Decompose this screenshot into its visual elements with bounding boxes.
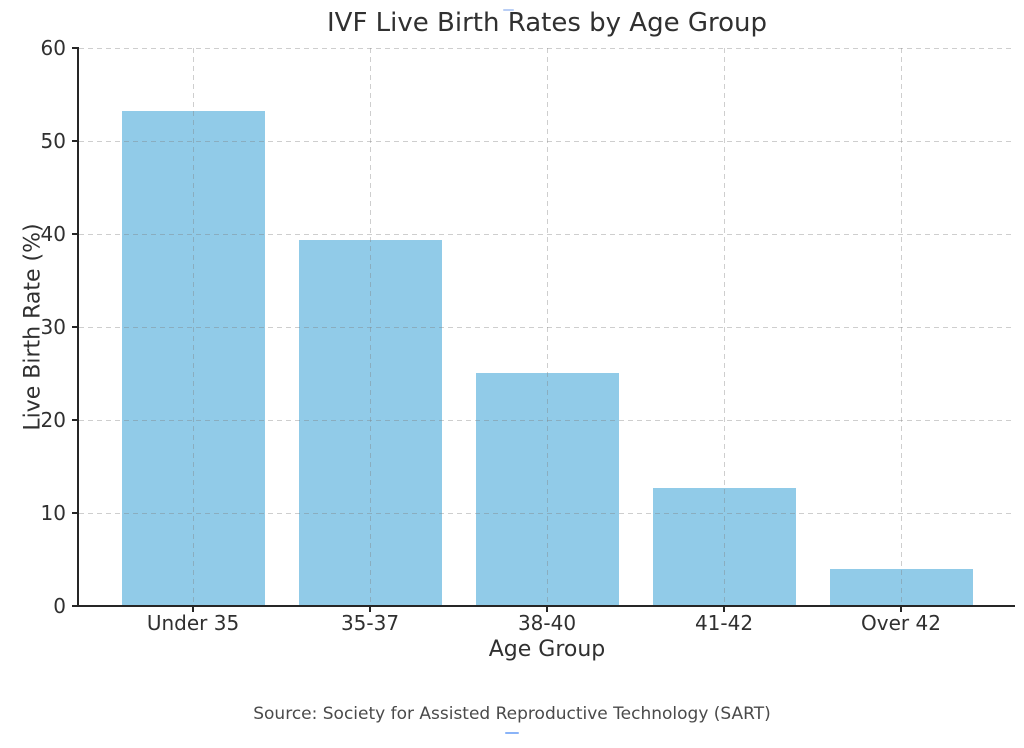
y-tick-label: 10 <box>40 501 66 525</box>
v-gridline <box>369 48 371 606</box>
x-axis-label: Age Group <box>488 637 606 662</box>
x-tick-label: 35-37 <box>340 611 400 635</box>
bar-under-35 <box>121 111 265 606</box>
y-tick <box>72 605 78 607</box>
y-tick <box>72 326 78 328</box>
x-tick-label: Over 42 <box>861 611 941 635</box>
y-tick <box>72 419 78 421</box>
x-tick <box>546 606 548 612</box>
bar-38-40 <box>475 372 619 606</box>
artifact-dash-top <box>503 9 514 11</box>
y-tick <box>72 140 78 142</box>
artifact-dash-bottom <box>505 732 519 734</box>
v-gridline <box>192 48 194 606</box>
x-tick <box>369 606 371 612</box>
x-tick <box>723 606 725 612</box>
bar-35-37 <box>298 239 442 606</box>
h-gridline <box>79 419 1015 421</box>
h-gridline <box>79 47 1015 49</box>
h-gridline <box>79 512 1015 514</box>
h-gridline <box>79 326 1015 328</box>
chart-title: IVF Live Birth Rates by Age Group <box>326 8 767 38</box>
x-tick <box>192 606 194 612</box>
y-tick-label: 40 <box>40 222 66 246</box>
y-tick-label: 50 <box>40 129 66 153</box>
h-gridline <box>79 233 1015 235</box>
h-gridline <box>79 140 1015 142</box>
y-axis-spine <box>77 47 79 607</box>
y-tick-label: 60 <box>40 36 66 60</box>
bar-over-42 <box>829 568 973 606</box>
x-tick-label: 38-40 <box>517 611 577 635</box>
v-gridline <box>723 48 725 606</box>
y-tick <box>72 233 78 235</box>
y-tick <box>72 47 78 49</box>
x-tick-label: 41-42 <box>694 611 754 635</box>
v-gridline <box>546 48 548 606</box>
source-note: Source: Society for Assisted Reproductiv… <box>253 704 771 724</box>
y-tick-label: 30 <box>40 315 66 339</box>
y-tick-label: 20 <box>40 408 66 432</box>
y-tick-label: 0 <box>53 594 66 618</box>
y-tick <box>72 512 78 514</box>
x-tick <box>900 606 902 612</box>
bar-41-42 <box>652 487 796 606</box>
x-tick-label: Under 35 <box>146 611 240 635</box>
v-gridline <box>900 48 902 606</box>
